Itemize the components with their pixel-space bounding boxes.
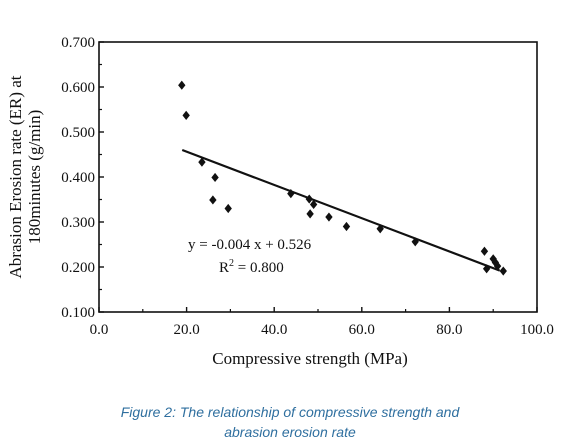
y-tick-label: 0.600 (61, 80, 95, 96)
x-tick-label: 0.0 (90, 322, 109, 338)
y-axis-label: Abrasion Erosion rate (ER) at 180minutes… (6, 75, 44, 278)
y-axis-ticks (99, 41, 104, 313)
data-point (182, 110, 190, 120)
y-tick-label: 0.400 (61, 170, 95, 186)
data-point (325, 212, 333, 222)
data-point (211, 172, 219, 183)
r-squared-label: R2 = 0.800 (219, 258, 284, 276)
x-axis-tick-labels: 0.0 20.0 40.0 60.0 80.0 100.0 (90, 322, 554, 338)
data-point (493, 261, 502, 271)
y-axis-tick-labels: 0.100 0.200 0.300 0.400 0.500 0.600 0.700 (61, 35, 95, 321)
figure-caption: Figure 2: The relationship of compressiv… (40, 402, 540, 442)
trend-line (181, 148, 501, 272)
data-point (305, 194, 313, 204)
r-squared-value: = 0.800 (234, 260, 284, 276)
data-point (209, 195, 217, 205)
data-point (306, 209, 314, 219)
data-point (499, 266, 507, 276)
data-point (482, 264, 491, 274)
data-point (309, 199, 318, 210)
data-point (376, 224, 384, 234)
r-squared-superscript: 2 (229, 258, 234, 269)
x-axis-ticks (98, 307, 538, 312)
x-tick-label: 40.0 (261, 322, 287, 338)
data-point (224, 203, 232, 214)
figure-caption-line1: Figure 2: The relationship of compressiv… (120, 404, 460, 420)
y-tick-label: 0.700 (61, 35, 95, 51)
r-squared-prefix: R (219, 260, 229, 276)
x-tick-label: 100.0 (520, 322, 554, 338)
regression-equation: y = -0.004 x + 0.526 (188, 237, 312, 253)
y-tick-label: 0.200 (61, 260, 95, 276)
y-axis-label-line2: 180minutes (g/min) (25, 110, 44, 245)
data-point (342, 221, 351, 232)
data-point (178, 80, 186, 90)
data-point (480, 246, 489, 256)
data-point (411, 237, 419, 247)
data-points (178, 80, 507, 276)
data-point (287, 189, 295, 199)
figure-caption-line2: abrasion erosion rate (224, 424, 356, 440)
y-tick-label: 0.300 (61, 215, 95, 231)
x-tick-label: 80.0 (436, 322, 462, 338)
data-point (489, 254, 497, 264)
y-tick-label: 0.500 (61, 125, 95, 141)
y-tick-label: 0.100 (61, 305, 95, 321)
data-point (198, 157, 206, 167)
x-tick-label: 20.0 (173, 322, 199, 338)
y-axis-label-line1: Abrasion Erosion rate (ER) at (6, 75, 25, 278)
x-axis-label: Compressive strength (MPa) (212, 349, 407, 368)
x-tick-label: 60.0 (349, 322, 375, 338)
